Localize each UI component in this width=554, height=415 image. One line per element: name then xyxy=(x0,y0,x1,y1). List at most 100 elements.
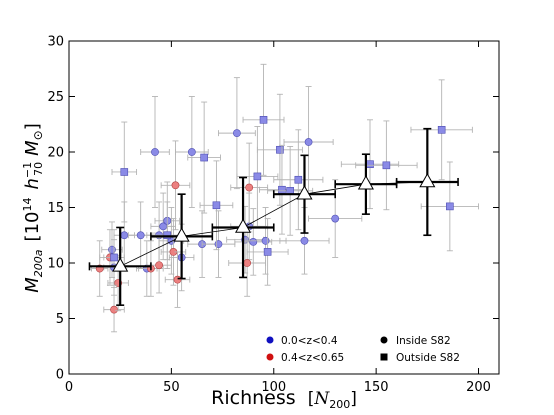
binned-point xyxy=(150,193,214,280)
point-marker-square xyxy=(253,172,262,181)
point-marker-square xyxy=(294,175,303,184)
y-tick-label: 10 xyxy=(47,257,64,272)
point-marker-circle xyxy=(120,231,129,240)
point-marker-circle xyxy=(214,240,223,249)
y-tick-label: 0 xyxy=(56,368,64,383)
binned-point xyxy=(88,226,152,306)
point-low-z xyxy=(283,86,334,198)
point-high-z xyxy=(228,229,267,297)
legend-marker-low-z xyxy=(266,336,274,344)
point-low-z xyxy=(140,96,170,208)
point-marker-square xyxy=(366,160,374,169)
y-axis-label: M200a[1014h−170M⊙] xyxy=(21,123,45,292)
point-marker-circle xyxy=(300,236,309,245)
binned-point xyxy=(272,154,336,234)
y-tick-label: 5 xyxy=(56,312,64,327)
point-marker-circle xyxy=(155,261,163,270)
y-axis-unit-odot: ⊙ xyxy=(31,130,45,140)
point-outside-s82 xyxy=(111,121,138,223)
y-axis-unit-hsub: 70 xyxy=(32,162,45,176)
y-tick-label: 30 xyxy=(47,35,64,50)
x-axis-label-sub: 200 xyxy=(329,398,350,411)
binned-marker-triangle xyxy=(112,257,129,272)
y-tick-label: 15 xyxy=(47,201,64,216)
point-high-z xyxy=(103,286,125,333)
point-outside-s82 xyxy=(236,126,279,227)
y-axis-unit-hexp: −1 xyxy=(21,162,34,178)
x-tick-label: 100 xyxy=(261,380,286,395)
point-outside-s82 xyxy=(242,63,285,176)
x-tick-label: 200 xyxy=(466,380,491,395)
legend-label-low-z: 0.0<z<0.4 xyxy=(281,335,338,347)
x-tick-label: 50 xyxy=(163,380,180,395)
point-marker-square xyxy=(259,116,268,124)
y-tick-label: 25 xyxy=(47,90,64,105)
x-axis-label-text: Richness xyxy=(211,387,296,409)
point-marker-square xyxy=(382,161,391,170)
binned-marker-triangle xyxy=(296,185,313,200)
point-marker-circle xyxy=(151,148,159,156)
points-layer xyxy=(91,63,479,333)
binned-point xyxy=(211,176,275,279)
binned-marker-triangle xyxy=(173,227,190,242)
point-marker-circle xyxy=(159,222,168,231)
binned-point xyxy=(395,127,459,237)
point-marker-square xyxy=(446,202,454,211)
legend-marker-high-z xyxy=(266,353,274,361)
point-marker-circle xyxy=(243,259,252,267)
point-marker-square xyxy=(212,201,221,210)
point-marker-circle xyxy=(233,129,241,138)
legend-marker-outside-s82 xyxy=(380,353,388,361)
x-tick-label: 150 xyxy=(364,380,389,395)
point-marker-square xyxy=(278,185,286,194)
axes-layer: 0 50 100 150 200 0 5 10 15 20 25 30 xyxy=(47,35,499,395)
y-axis-unit-msun: M xyxy=(22,140,43,156)
point-marker-square xyxy=(163,231,172,240)
y-tick-label: 20 xyxy=(47,146,64,161)
legend-marker-inside-s82 xyxy=(380,336,388,344)
point-outside-s82 xyxy=(199,160,234,251)
y-axis-unit-exp: 14 xyxy=(21,198,34,212)
point-marker-square xyxy=(120,168,129,176)
point-marker-circle xyxy=(108,245,116,254)
point-outside-s82 xyxy=(154,201,181,269)
point-outside-s82 xyxy=(273,129,324,231)
point-marker-circle xyxy=(187,148,196,156)
point-marker-circle xyxy=(304,138,313,146)
y-axis-unit-h: h xyxy=(22,178,43,189)
point-high-z xyxy=(160,140,191,231)
legend-label-inside-s82: Inside S82 xyxy=(396,335,451,347)
point-low-z xyxy=(175,96,209,208)
y-axis-label-sub: 200a xyxy=(32,249,45,277)
legend-label-high-z: 0.4<z<0.65 xyxy=(281,352,344,364)
point-high-z xyxy=(230,142,269,233)
point-marker-circle xyxy=(110,305,118,314)
point-marker-circle xyxy=(245,183,254,192)
y-axis-unit-ten: 10 xyxy=(22,212,43,235)
plot-area xyxy=(69,41,499,374)
point-marker-square xyxy=(110,253,118,262)
point-low-z xyxy=(218,77,256,190)
point-marker-square xyxy=(200,153,208,162)
point-marker-circle xyxy=(261,236,270,245)
point-outside-s82 xyxy=(246,218,289,286)
binned-layer xyxy=(88,127,459,306)
binned-marker-triangle xyxy=(419,172,436,188)
point-outside-s82 xyxy=(420,161,479,252)
point-marker-circle xyxy=(136,231,145,240)
point-marker-circle xyxy=(249,238,258,246)
x-axis-label-math: N xyxy=(313,389,330,409)
point-marker-square xyxy=(276,145,284,154)
point-marker-circle xyxy=(173,275,182,284)
binned-marker-triangle xyxy=(234,218,252,233)
point-marker-circle xyxy=(171,181,180,190)
x-tick-label: 0 xyxy=(65,380,73,395)
point-marker-square xyxy=(437,126,446,134)
x-axis-label: Richness [N200] xyxy=(211,387,357,411)
point-marker-square xyxy=(263,248,272,256)
point-outside-s82 xyxy=(187,101,221,214)
y-axis-label-math: M xyxy=(22,277,43,293)
legend-label-outside-s82: Outside S82 xyxy=(396,352,460,364)
legend: 0.0<z<0.4 0.4<z<0.65 Inside S82 Outside … xyxy=(266,335,460,364)
